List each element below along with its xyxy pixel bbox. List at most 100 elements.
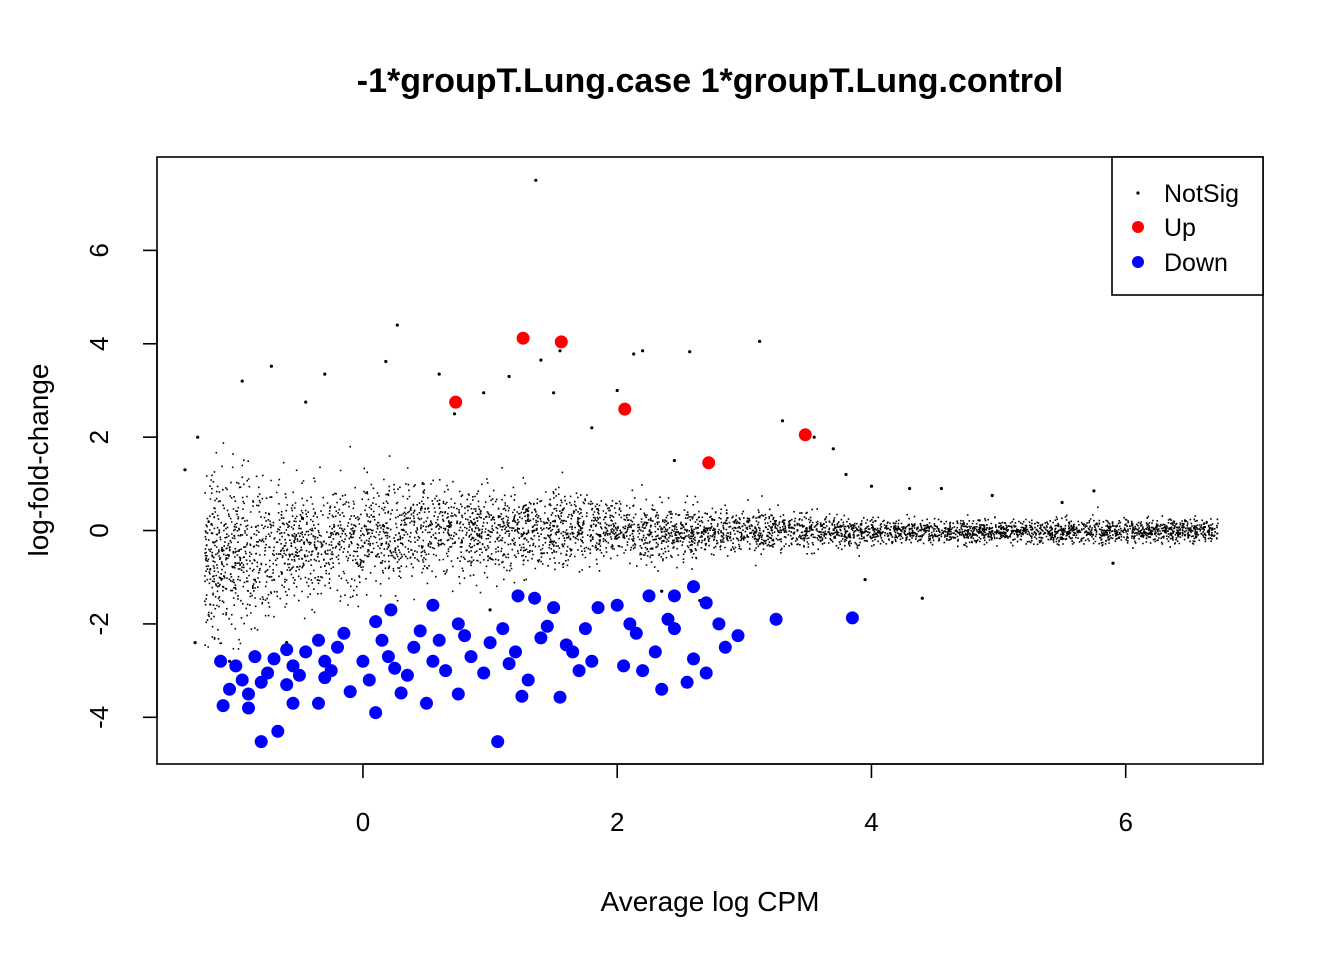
down-point: [216, 699, 230, 713]
down-point: [254, 735, 268, 749]
legend: NotSig Up Down: [1111, 156, 1264, 296]
notsig-point: [641, 349, 645, 353]
legend-label-up: Up: [1164, 214, 1196, 242]
down-point: [318, 654, 332, 668]
notsig-point: [488, 608, 492, 612]
y-tick-label: -2: [84, 612, 114, 635]
down-point: [214, 654, 228, 668]
notsig-point: [227, 659, 232, 663]
down-point: [312, 633, 325, 647]
legend-marker-down: [1132, 256, 1144, 268]
down-point: [458, 629, 472, 643]
y-tick-label: -4: [84, 706, 114, 729]
down-point: [547, 601, 561, 615]
down-point: [369, 706, 383, 720]
down-point: [223, 682, 236, 696]
down-point: [845, 611, 859, 625]
notsig-point: [863, 578, 867, 582]
down-point: [629, 626, 643, 640]
down-point: [491, 735, 505, 749]
notsig-point: [534, 178, 538, 182]
notsig-point: [920, 596, 924, 600]
down-point: [566, 645, 580, 659]
y-tick-label: 2: [84, 430, 114, 444]
down-points: [214, 580, 859, 749]
down-point: [585, 654, 599, 668]
down-point: [362, 673, 376, 687]
down-point: [477, 666, 491, 680]
notsig-point: [688, 350, 692, 354]
y-axis-label: log-fold-change: [23, 363, 54, 556]
down-point: [648, 645, 662, 659]
plot-area: [183, 178, 1219, 749]
x-tick-label: 2: [610, 807, 624, 837]
down-point: [280, 643, 294, 657]
down-point: [521, 673, 535, 687]
notsig-point: [844, 472, 848, 477]
notsig-point: [758, 339, 762, 343]
down-point: [271, 724, 285, 738]
notsig-point: [812, 435, 816, 439]
notsig-point: [304, 400, 308, 404]
down-point: [407, 640, 421, 654]
notsig-points: [183, 178, 1115, 663]
down-point: [511, 589, 525, 603]
down-point: [420, 696, 433, 710]
notsig-point: [552, 391, 556, 395]
up-point: [554, 335, 568, 349]
down-point: [426, 598, 440, 612]
legend-marker-notsig: [1136, 191, 1140, 195]
down-point: [400, 668, 414, 682]
down-point: [381, 650, 395, 664]
down-point: [540, 619, 554, 633]
down-point: [432, 633, 446, 647]
down-point: [687, 580, 700, 594]
down-point: [502, 657, 516, 671]
down-point: [578, 622, 592, 636]
down-point: [667, 622, 681, 636]
x-axis: 0 2 4 6: [356, 763, 1133, 837]
up-points: [449, 331, 812, 470]
down-point: [318, 671, 332, 685]
down-point: [655, 682, 669, 696]
notsig-point: [482, 391, 486, 395]
down-point: [254, 675, 268, 689]
down-point: [483, 636, 497, 650]
down-point: [356, 654, 370, 668]
down-point: [553, 690, 567, 704]
down-point: [610, 598, 624, 612]
notsig-point: [908, 486, 912, 491]
down-point: [369, 615, 383, 629]
down-point: [267, 652, 281, 666]
down-point: [331, 640, 344, 654]
down-point: [496, 622, 510, 636]
notsig-point: [990, 493, 994, 498]
notsig-point: [183, 468, 187, 472]
notsig-point: [395, 323, 399, 327]
x-tick-label: 0: [356, 807, 370, 837]
up-point: [618, 402, 632, 416]
up-point: [516, 331, 530, 345]
down-point: [617, 659, 631, 673]
down-point: [286, 696, 300, 710]
down-point: [731, 629, 745, 643]
notsig-point: [1060, 500, 1064, 505]
chart-title: -1*groupT.Lung.case 1*groupT.Lung.contro…: [357, 62, 1063, 100]
down-point: [229, 659, 243, 673]
notsig-point: [437, 372, 441, 376]
down-point: [242, 687, 255, 701]
down-point: [661, 612, 675, 626]
down-point: [528, 591, 542, 605]
down-point: [439, 664, 453, 678]
down-point: [572, 664, 586, 678]
notsig-point: [869, 484, 874, 488]
notsig-point: [939, 486, 944, 491]
down-point: [687, 652, 700, 666]
x-tick-label: 4: [864, 807, 878, 837]
down-point: [451, 687, 465, 701]
notsig-point: [507, 374, 511, 379]
notsig-point: [780, 419, 785, 423]
down-point: [343, 685, 357, 699]
